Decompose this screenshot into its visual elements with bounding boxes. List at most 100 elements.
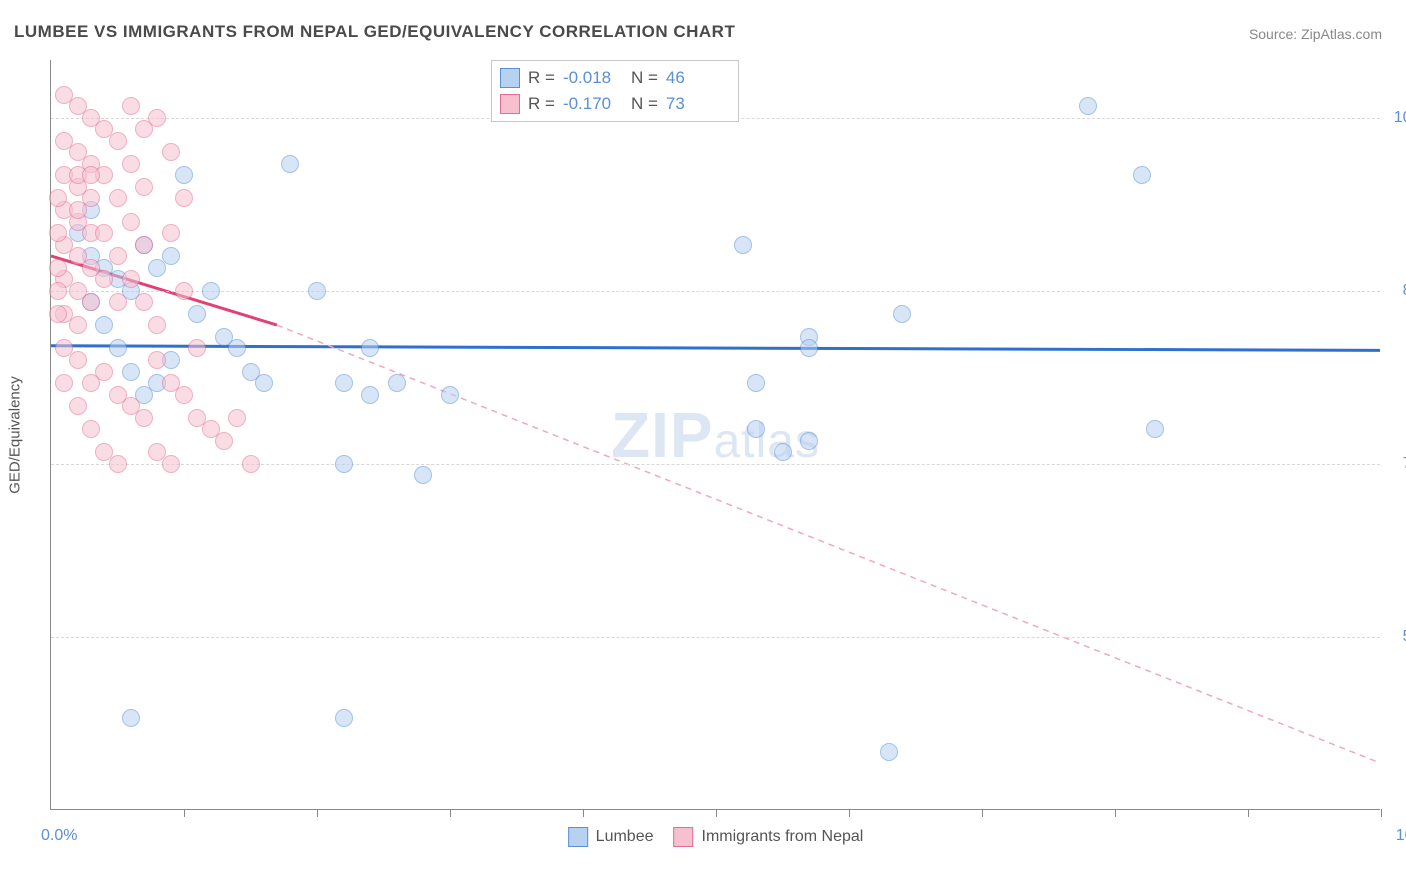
chart-title: LUMBEE VS IMMIGRANTS FROM NEPAL GED/EQUI… — [14, 22, 735, 42]
data-point — [135, 178, 153, 196]
data-point — [148, 109, 166, 127]
data-point — [162, 247, 180, 265]
x-tick — [1115, 809, 1116, 817]
data-point — [335, 455, 353, 473]
data-point — [388, 374, 406, 392]
data-point — [441, 386, 459, 404]
x-tick — [849, 809, 850, 817]
data-point — [175, 166, 193, 184]
y-axis-label: GED/Equivalency — [7, 376, 24, 494]
n-value: 46 — [666, 65, 726, 91]
legend-swatch — [674, 827, 694, 847]
data-point — [774, 443, 792, 461]
data-point — [361, 386, 379, 404]
plot-area: GED/Equivalency ZIPatlas 55.0%70.0%85.0%… — [50, 60, 1380, 810]
data-point — [95, 363, 113, 381]
legend-item: Lumbee — [568, 827, 654, 847]
data-point — [109, 247, 127, 265]
data-point — [109, 189, 127, 207]
n-label: N = — [631, 91, 658, 117]
data-point — [335, 374, 353, 392]
x-axis-max-label: 100.0% — [1396, 827, 1406, 845]
data-point — [893, 305, 911, 323]
data-point — [1146, 420, 1164, 438]
stat-legend-row: R = -0.170 N = 73 — [500, 91, 726, 117]
data-point — [215, 432, 233, 450]
data-point — [255, 374, 273, 392]
source-attribution: Source: ZipAtlas.com — [1249, 26, 1382, 42]
data-point — [135, 409, 153, 427]
y-tick-label: 85.0% — [1388, 282, 1406, 300]
data-point — [122, 97, 140, 115]
trend-line — [51, 346, 1380, 351]
data-point — [202, 282, 220, 300]
data-point — [69, 316, 87, 334]
data-point — [281, 155, 299, 173]
data-point — [734, 236, 752, 254]
data-point — [135, 236, 153, 254]
watermark: ZIPatlas — [611, 398, 820, 472]
data-point — [95, 224, 113, 242]
data-point — [82, 420, 100, 438]
x-tick — [716, 809, 717, 817]
data-point — [49, 282, 67, 300]
y-tick-label: 100.0% — [1388, 109, 1406, 127]
data-point — [175, 386, 193, 404]
data-point — [49, 189, 67, 207]
data-point — [747, 374, 765, 392]
data-point — [308, 282, 326, 300]
data-point — [49, 224, 67, 242]
data-point — [162, 455, 180, 473]
data-point — [175, 189, 193, 207]
y-tick-label: 55.0% — [1388, 628, 1406, 646]
data-point — [1133, 166, 1151, 184]
data-point — [69, 201, 87, 219]
x-axis-min-label: 0.0% — [41, 827, 77, 845]
legend-swatch — [500, 94, 520, 114]
data-point — [162, 224, 180, 242]
data-point — [135, 293, 153, 311]
x-tick — [583, 809, 584, 817]
r-label: R = — [528, 65, 555, 91]
series-legend: Lumbee Immigrants from Nepal — [568, 827, 864, 847]
data-point — [188, 305, 206, 323]
data-point — [109, 339, 127, 357]
data-point — [122, 213, 140, 231]
stat-legend-row: R =-0.018N =46 — [500, 65, 726, 91]
data-point — [109, 132, 127, 150]
data-point — [148, 316, 166, 334]
data-point — [122, 709, 140, 727]
legend-label: Lumbee — [596, 828, 654, 846]
legend-item: Immigrants from Nepal — [674, 827, 864, 847]
data-point — [82, 293, 100, 311]
x-tick — [317, 809, 318, 817]
data-point — [175, 282, 193, 300]
data-point — [162, 143, 180, 161]
legend-swatch — [568, 827, 588, 847]
n-label: N = — [631, 65, 658, 91]
data-point — [148, 351, 166, 369]
r-label: R = — [528, 91, 555, 117]
data-point — [122, 270, 140, 288]
data-point — [49, 305, 67, 323]
data-point — [747, 420, 765, 438]
data-point — [242, 455, 260, 473]
data-point — [49, 259, 67, 277]
n-value: 73 — [666, 91, 726, 117]
data-point — [335, 709, 353, 727]
legend-swatch — [500, 68, 520, 88]
data-point — [69, 397, 87, 415]
data-point — [95, 316, 113, 334]
gridline — [51, 291, 1380, 292]
x-tick — [184, 809, 185, 817]
data-point — [414, 466, 432, 484]
gridline — [51, 637, 1380, 638]
legend-label: Immigrants from Nepal — [702, 828, 864, 846]
data-point — [800, 432, 818, 450]
data-point — [95, 270, 113, 288]
data-point — [109, 293, 127, 311]
stat-legend: R =-0.018N =46R =-0.170N =73 — [491, 60, 739, 122]
r-value: -0.170 — [563, 91, 623, 117]
data-point — [880, 743, 898, 761]
data-point — [122, 363, 140, 381]
